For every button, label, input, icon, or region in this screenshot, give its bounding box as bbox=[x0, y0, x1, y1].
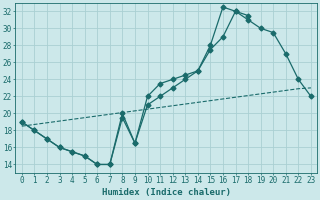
X-axis label: Humidex (Indice chaleur): Humidex (Indice chaleur) bbox=[102, 188, 231, 197]
